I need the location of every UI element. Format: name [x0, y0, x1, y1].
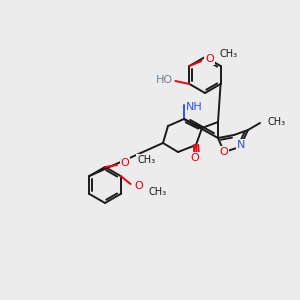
- Text: O: O: [220, 147, 228, 157]
- Text: O: O: [121, 158, 129, 168]
- Text: CH₃: CH₃: [137, 155, 155, 165]
- Text: CH₃: CH₃: [267, 117, 285, 127]
- Text: NH: NH: [186, 102, 203, 112]
- Text: N: N: [237, 140, 245, 150]
- Text: HO: HO: [156, 75, 173, 85]
- Text: CH₃: CH₃: [148, 187, 167, 197]
- Text: CH₃: CH₃: [219, 49, 238, 59]
- Text: O: O: [205, 54, 214, 64]
- Text: O: O: [134, 181, 143, 191]
- Text: O: O: [190, 153, 200, 163]
